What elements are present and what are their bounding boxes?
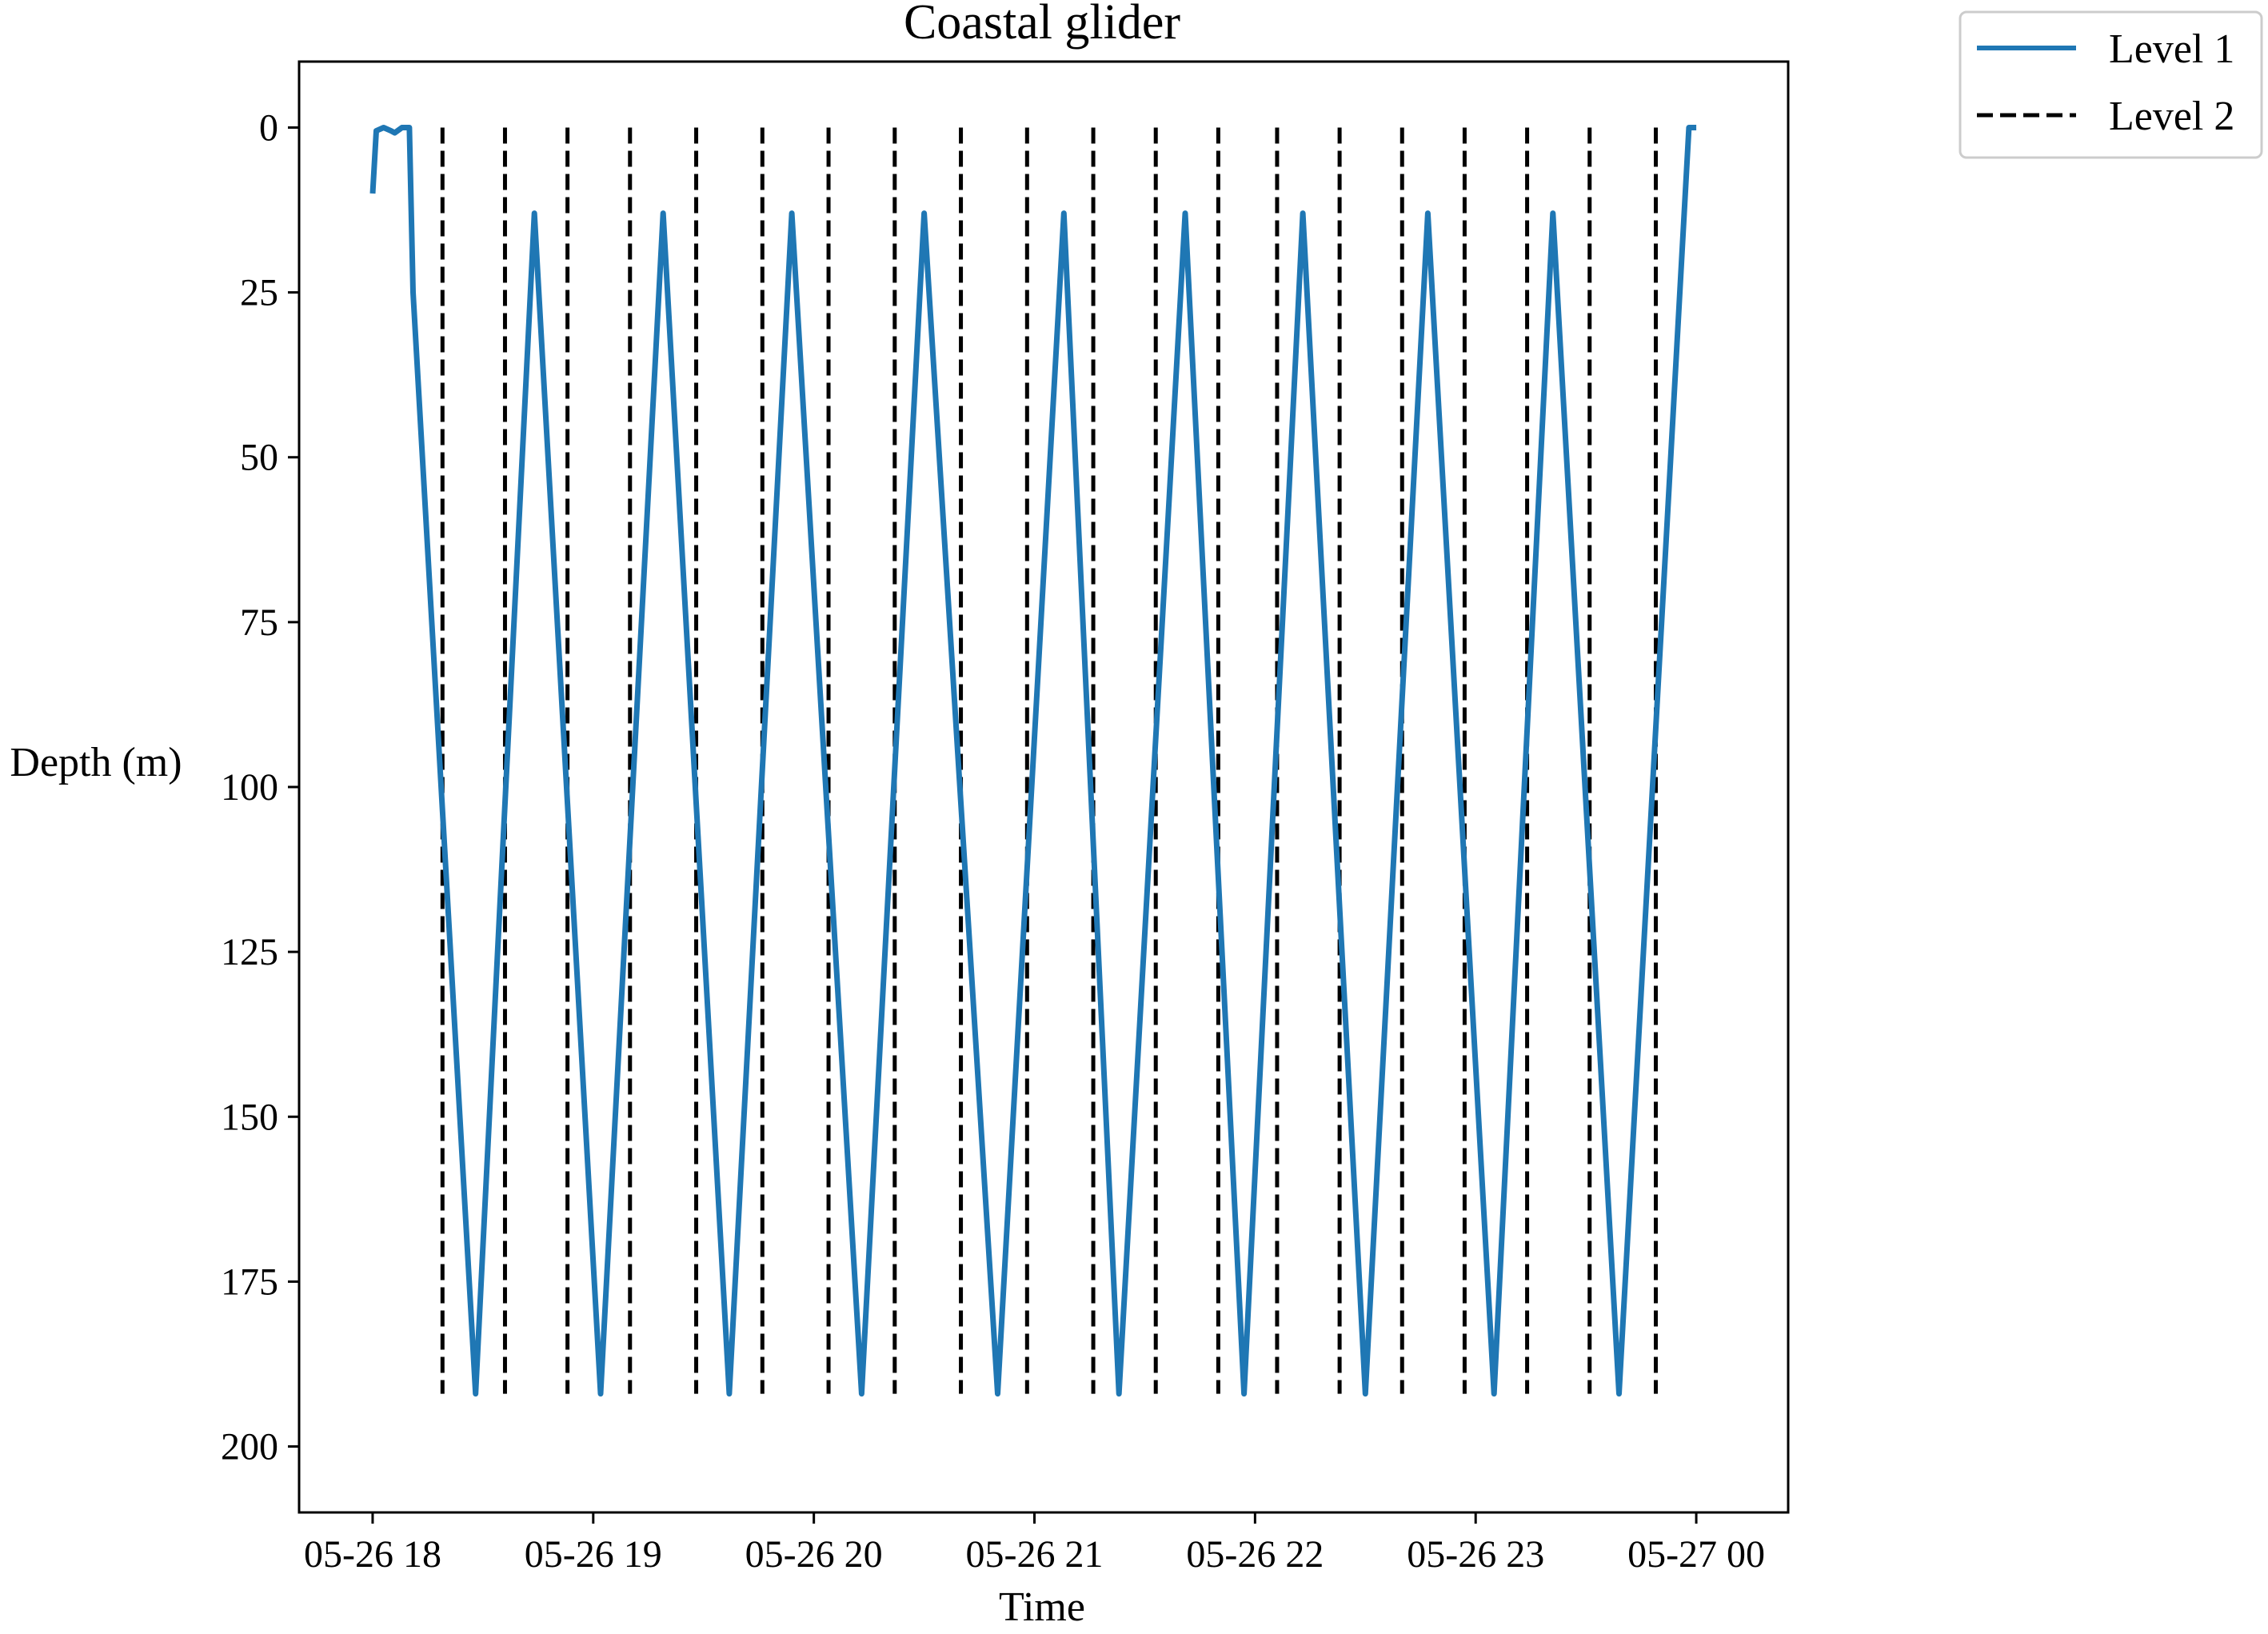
chart-title: Coastal glider <box>904 0 1180 50</box>
y-tick-label: 0 <box>259 106 278 149</box>
y-axis-label: Depth (m) <box>10 740 182 785</box>
x-axis-label: Time <box>999 1584 1085 1630</box>
x-tick-label: 05-26 19 <box>525 1533 662 1576</box>
y-axis: 0 25 50 75 100 125 150 175 200 <box>221 106 299 1468</box>
y-tick-label: 100 <box>221 766 278 809</box>
legend-label-level-1: Level 1 <box>2109 26 2234 72</box>
legend-label-level-2: Level 2 <box>2109 94 2234 139</box>
y-tick-label: 150 <box>221 1096 278 1138</box>
y-tick-label: 125 <box>221 931 278 973</box>
x-tick-label: 05-26 20 <box>745 1533 883 1576</box>
x-tick-label: 05-26 18 <box>304 1533 441 1576</box>
x-tick-label: 05-27 00 <box>1627 1533 1765 1576</box>
x-axis: 05-26 18 05-26 19 05-26 20 05-26 21 05-26 22… <box>304 1512 1765 1576</box>
y-tick-label: 75 <box>240 601 278 644</box>
plot-frame <box>297 60 1790 1514</box>
legend: Level 1 Level 2 <box>1959 10 2263 159</box>
x-tick-label: 05-26 21 <box>966 1533 1104 1576</box>
y-tick-label: 50 <box>240 437 278 479</box>
y-tick-label: 25 <box>240 272 278 314</box>
x-tick-label: 05-26 22 <box>1186 1533 1324 1576</box>
y-tick-label: 200 <box>221 1426 278 1468</box>
x-tick-label: 05-26 23 <box>1407 1533 1544 1576</box>
level-1-series-line <box>369 125 1697 1397</box>
y-tick-label: 175 <box>221 1260 278 1303</box>
plot-area <box>369 125 1697 1397</box>
